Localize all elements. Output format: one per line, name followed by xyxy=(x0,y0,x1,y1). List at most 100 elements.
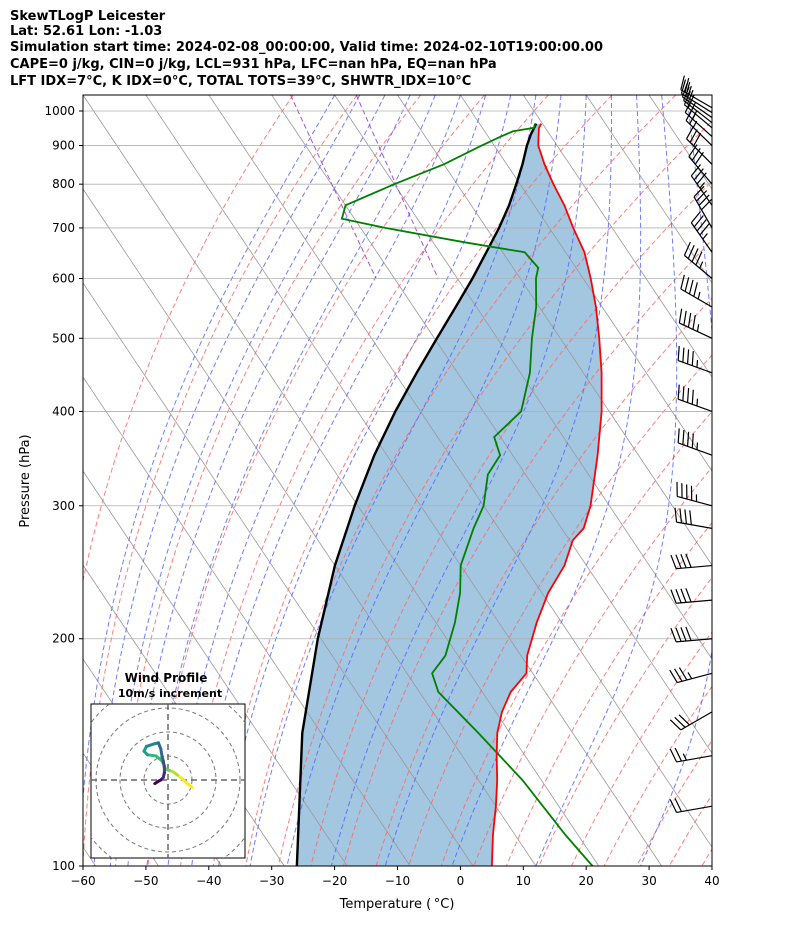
isotherm-line xyxy=(83,282,474,866)
wind-barb xyxy=(670,588,713,604)
isotherm-line xyxy=(83,846,96,866)
wind-barb xyxy=(690,211,713,253)
moist-adiabat-line xyxy=(330,95,587,866)
dry-adiabat-line xyxy=(767,95,794,866)
wind-barb xyxy=(678,308,713,339)
dry-adiabat-line xyxy=(147,95,485,866)
wind-barb xyxy=(674,507,713,529)
moist-adiabat-line xyxy=(640,95,712,866)
isotherm-line xyxy=(585,95,712,284)
y-tick-label: 100 xyxy=(52,859,75,873)
cape-shading xyxy=(296,123,602,866)
pressure-gridlines xyxy=(83,110,712,866)
y-tick-label: 800 xyxy=(52,177,75,191)
x-axis-label: Temperature ( °C) xyxy=(339,897,455,912)
x-tick-label: 10 xyxy=(516,874,531,888)
isotherm-line xyxy=(271,95,712,754)
wind-barb xyxy=(677,384,713,413)
moist-adiabat-line xyxy=(218,95,512,866)
wind-barb xyxy=(669,711,713,731)
dry-adiabat-line xyxy=(701,848,712,866)
temperature-line xyxy=(490,123,603,866)
isotherm-line xyxy=(522,95,712,378)
isotherm-line xyxy=(775,95,794,866)
x-tick-label: 30 xyxy=(641,874,656,888)
moist-adiabat-line xyxy=(737,95,794,866)
dry-adiabat-line xyxy=(83,95,294,583)
moist-adiabat-line xyxy=(191,95,487,866)
hodograph-title: Wind Profile xyxy=(125,671,208,685)
hodograph-subtitle: 10m/s increment xyxy=(118,687,222,700)
background-lines xyxy=(83,95,794,866)
header-location: Lat: 52.61 Lon: -1.03 xyxy=(10,24,163,39)
header-times: Simulation start time: 2024-02-08_00:00:… xyxy=(10,40,603,55)
x-tick-label: 0 xyxy=(457,874,465,888)
wind-barb xyxy=(683,241,713,279)
y-tick-label: 400 xyxy=(52,404,75,418)
moist-adiabat-line xyxy=(249,95,537,866)
wind-barb xyxy=(680,274,713,308)
dry-adiabat-line xyxy=(603,685,712,866)
header-indices-2: LFT IDX=7°C, K IDX=0°C, TOTAL TOTS=39°C,… xyxy=(10,74,472,89)
dry-adiabat-line xyxy=(734,95,794,866)
x-tick-label: −50 xyxy=(133,874,158,888)
wind-barb xyxy=(690,164,713,206)
wind-barb xyxy=(677,345,713,374)
isotherm-line xyxy=(83,470,348,866)
hodograph-segment xyxy=(153,779,160,786)
hodograph xyxy=(91,704,245,858)
isotherm-line xyxy=(334,95,712,660)
dry-adiabat-line xyxy=(408,354,712,866)
moist-adiabat-line xyxy=(451,95,642,866)
y-tick-label: 1000 xyxy=(44,104,75,118)
dry-adiabat-line xyxy=(245,95,677,866)
dry-adiabat-line xyxy=(342,239,712,866)
moist-adiabat-line xyxy=(146,95,436,866)
y-tick-label: 600 xyxy=(52,271,75,285)
x-tick-label: −30 xyxy=(259,874,284,888)
dry-adiabat-line xyxy=(83,95,358,866)
wind-barb xyxy=(669,667,713,684)
isotherm-line xyxy=(83,376,411,866)
dry-adiabat-line xyxy=(310,180,712,866)
isotherm-line xyxy=(145,95,663,866)
isotherm-line xyxy=(208,95,712,848)
x-tick-label: −10 xyxy=(385,874,410,888)
mixing-ratio-line xyxy=(355,95,439,279)
x-tick-label: 40 xyxy=(704,874,719,888)
cape-cin-shading xyxy=(296,123,602,866)
wind-barb xyxy=(685,107,713,146)
wind-barb xyxy=(688,144,713,185)
wind-barb xyxy=(683,86,713,124)
isotherm-line xyxy=(397,95,712,566)
wind-barb xyxy=(670,553,713,570)
y-tick-label: 700 xyxy=(52,221,75,235)
isotherm-line xyxy=(460,95,712,472)
x-tick-label: 20 xyxy=(579,874,594,888)
dry-adiabat-line xyxy=(473,466,712,866)
x-tick-label: −60 xyxy=(70,874,95,888)
moist-adiabat-line xyxy=(93,95,361,866)
wind-barb xyxy=(669,798,713,814)
moist-adiabat-line xyxy=(83,95,336,805)
y-tick-label: 300 xyxy=(52,499,75,513)
isotherm-line xyxy=(83,188,537,866)
wind-barb xyxy=(677,428,713,456)
dry-adiabat-line xyxy=(180,95,549,866)
moist-adiabat-line xyxy=(109,95,386,866)
moist-adiabat-line xyxy=(384,95,612,866)
y-tick-label: 500 xyxy=(52,331,75,345)
wind-barbs xyxy=(669,75,713,814)
wind-barb xyxy=(669,747,713,763)
x-tick-label: −40 xyxy=(196,874,221,888)
moist-adiabat-line xyxy=(127,95,411,866)
dry-adiabat-line xyxy=(636,739,712,866)
moist-adiabat-line xyxy=(711,95,712,99)
isotherm-line xyxy=(83,95,600,866)
dry-adiabat-line xyxy=(571,631,712,866)
y-axis-label: Pressure (hPa) xyxy=(18,434,33,527)
y-tick-label: 900 xyxy=(52,139,75,153)
profile-lines xyxy=(295,123,603,866)
wind-barb xyxy=(693,185,713,229)
